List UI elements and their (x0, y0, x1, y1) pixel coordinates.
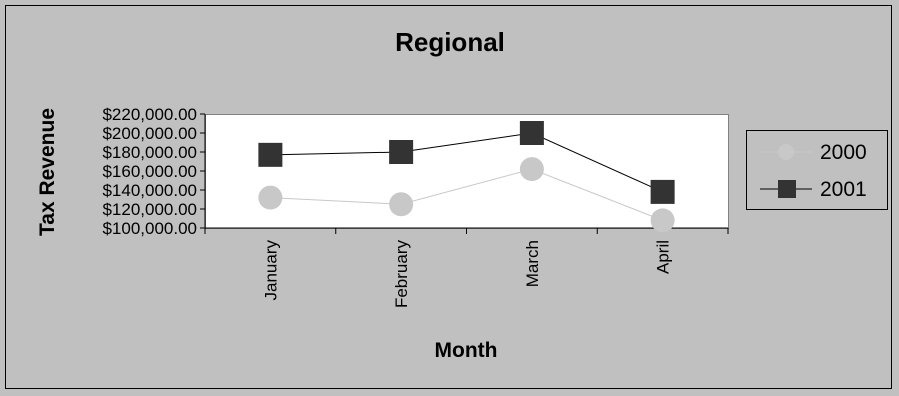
data-point-2001 (650, 179, 675, 204)
x-tick-label: February (392, 240, 411, 309)
legend-label-2001: 2001 (820, 178, 867, 201)
data-point-2000 (258, 185, 283, 210)
data-point-2001 (519, 121, 544, 145)
data-point-2000 (519, 157, 544, 182)
x-tick-label: April (654, 240, 673, 274)
y-tick-label: $160,000.00 (102, 162, 197, 181)
y-tick-label: $100,000.00 (102, 219, 197, 238)
data-point-2000 (389, 192, 414, 217)
plot-area (205, 114, 729, 229)
data-point-2001 (389, 140, 414, 164)
legend: 2000 2001 (746, 130, 888, 210)
data-point-2001 (258, 142, 283, 167)
legend-marker-2000 (778, 144, 794, 160)
x-tick-label: January (261, 240, 280, 301)
y-axis: $100,000.00$120,000.00$140,000.00$160,00… (102, 105, 206, 238)
x-axis-title: Month (435, 339, 498, 362)
y-tick-label: $140,000.00 (102, 181, 197, 200)
legend-label-2000: 2000 (820, 141, 867, 164)
y-tick-label: $120,000.00 (102, 200, 197, 219)
y-axis-title: Tax Revenue (36, 108, 59, 236)
series-line-2000 (270, 168, 663, 221)
x-tick-label: March (523, 240, 542, 287)
y-tick-label: $200,000.00 (102, 124, 197, 143)
series-line-2001 (270, 132, 663, 193)
legend-marker-2001 (778, 180, 796, 198)
series-layer (258, 121, 675, 233)
y-tick-label: $180,000.00 (102, 143, 197, 162)
chart-title: Regional (395, 27, 505, 57)
legend-box (746, 130, 888, 210)
y-tick-label: $220,000.00 (102, 105, 197, 124)
x-axis: January February March April (204, 227, 729, 309)
data-point-2000 (650, 208, 675, 233)
